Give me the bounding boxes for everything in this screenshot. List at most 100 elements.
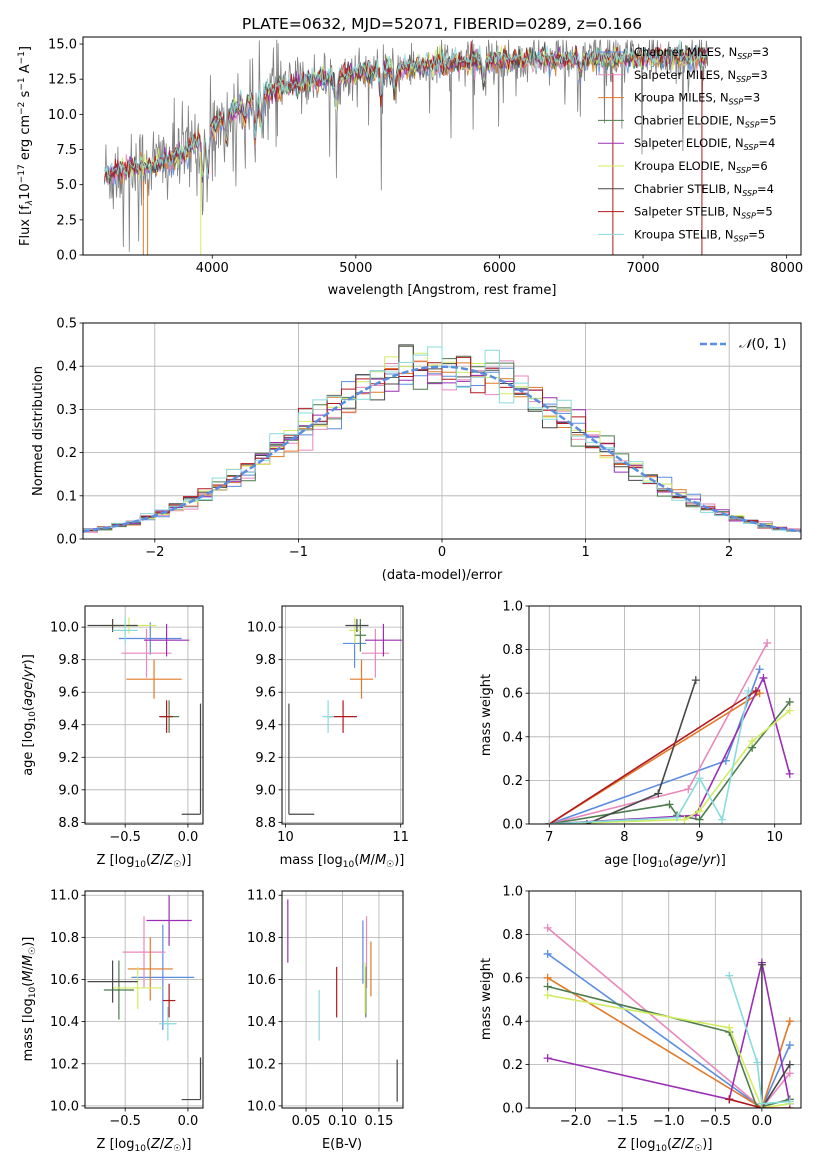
mass-weight-point-marker — [785, 1069, 794, 1078]
y-tick-label: 10.4 — [50, 1015, 79, 1030]
x-tick-label: 6000 — [483, 261, 516, 276]
y-tick-label: 0.2 — [56, 446, 77, 461]
age-vs-mass-panel: 10 11 8.8 9.0 9.2 9.4 9.6 9.8 10.0 mass [log10(M… — [247, 605, 409, 870]
mass-weight-point-marker — [785, 706, 794, 715]
mass-weight-point-marker — [725, 971, 734, 980]
mass-weight-series-line — [761, 964, 791, 1108]
mass-weight-vs-Z-axes-frame — [528, 890, 802, 1109]
residuals-panel: −2 −1 0 1 2 0.0 0.1 0.2 0.3 0.4 0.5 (data-model)/e… — [31, 317, 802, 583]
mass-weight-point-marker — [753, 1058, 762, 1067]
y-tick-label: 10.0 — [50, 1099, 79, 1114]
legend-label-end: =5 — [760, 113, 777, 127]
legend-entry-label: Salpeter STELIB, NSSP=5 — [634, 205, 773, 221]
mass-weight-point-marker — [695, 806, 704, 815]
y-tick-label: 10.0 — [50, 621, 79, 636]
mass-vs-ebv-ticks: 0.05 0.10 0.15 10.0 10.2 10.4 10.6 10.8 11.0 — [247, 889, 393, 1129]
mass-weight-point-marker — [665, 800, 674, 809]
legend-label-sub: SSP — [742, 189, 757, 198]
y-tick-label: 0.6 — [502, 971, 523, 986]
mass-weight-series-line — [549, 668, 761, 824]
y-tick-label: 1.0 — [502, 600, 523, 615]
y-tick-label: 8.8 — [58, 816, 79, 831]
mass-vs-ebv-errorbars — [287, 899, 398, 1102]
legend-entry-label: Kroupa MILES, NSSP=3 — [634, 91, 760, 107]
y-tick-label: 9.0 — [255, 783, 276, 798]
x-tick-label: −0.5 — [109, 830, 141, 845]
y-tick-label: 10.0 — [247, 1099, 276, 1114]
mass-weight-point-marker — [543, 982, 552, 991]
legend-label-end: =6 — [751, 159, 768, 173]
x-tick-label: 7000 — [626, 261, 659, 276]
x-tick-label: 0.10 — [328, 1114, 357, 1129]
mass-weight-point-marker — [654, 789, 663, 798]
spectrum-ticks: 4000 5000 6000 7000 8000 0.0 2.5 5.0 7.5 10.0 12.5… — [48, 38, 803, 276]
y-tick-label: 9.4 — [58, 718, 79, 733]
legend-entry-label: Kroupa ELODIE, NSSP=6 — [634, 159, 768, 175]
spectrum-ylabel-exp: −17 — [17, 164, 27, 183]
mass-weight-vs-Z-ticks: −2.0 −1.5 −1.0 −0.5 0.0 0.0 0.2 0.4 0.6 0.8 1.0 — [502, 885, 772, 1130]
x-tick-label: 0.15 — [364, 1114, 393, 1129]
age-vs-Z-ticks: −0.5 0.0 8.8 9.0 9.2 9.4 9.6 9.8 10.0 — [50, 621, 198, 845]
legend-label-sub: SSP — [734, 234, 749, 243]
mass-weight-point-marker — [753, 1104, 762, 1108]
mass-weight-point-marker — [543, 991, 552, 1000]
legend-label-sub: SSP — [737, 52, 752, 61]
x-tick-label: 0 — [438, 545, 446, 560]
y-tick-label: 10.6 — [50, 973, 79, 988]
age-vs-mass-axes-frame — [281, 605, 404, 825]
y-tick-label: 5.0 — [56, 178, 77, 193]
x-tick-label: 11 — [392, 830, 409, 845]
y-tick-label: 0.8 — [502, 928, 523, 943]
y-tick-label: 0.5 — [56, 317, 77, 332]
mass-weight-point-marker — [691, 676, 700, 685]
y-tick-label: 0.6 — [502, 687, 523, 702]
y-tick-label: 11.0 — [247, 889, 276, 904]
spectrum-ylabel-s-exp: −1 — [17, 77, 27, 90]
mass-weight-point-marker — [785, 697, 794, 706]
mass-weight-point-marker — [543, 949, 552, 958]
mass-weight-series-line — [586, 679, 697, 824]
x-tick-label: 5000 — [339, 261, 372, 276]
y-tick-label: 0.4 — [502, 730, 523, 745]
spectrum-ylabel-main: Flux [f — [18, 205, 33, 246]
y-tick-label: 0.0 — [502, 1102, 523, 1117]
legend-label-main: Salpeter ELODIE, N — [634, 136, 744, 150]
mass-vs-metallicity-panel: −0.5 0.0 10.0 10.2 10.4 10.6 10.8 11.0 Z [log10… — [21, 889, 204, 1154]
mass-weight-point-marker — [751, 687, 760, 696]
legend-label-main: Kroupa STELIB, N — [634, 227, 734, 241]
legend-label-sub: SSP — [744, 143, 759, 152]
x-tick-label: 4000 — [196, 261, 229, 276]
age-vs-mass-xlabel: mass [log10(M/M☉)] — [280, 853, 405, 870]
spectrum-ylabel: Flux [fλ10−17 erg cm−2 s−1 A−1] — [17, 46, 35, 246]
mass-weight-series-line — [729, 1098, 790, 1108]
y-tick-label: 0.4 — [56, 360, 77, 375]
normal-distribution-curve — [83, 365, 801, 533]
x-tick-label: 0.0 — [178, 1114, 199, 1129]
mass-weight-point-marker — [695, 815, 704, 824]
mass-weight-vs-age-lines — [545, 639, 794, 824]
mass-vs-ebv-xlabel: E(B-V) — [322, 1137, 362, 1152]
x-tick-label: −0.5 — [109, 1114, 141, 1129]
spectrum-ylabel-s: s — [18, 90, 33, 101]
age-vs-mass-ticks: 10 11 8.8 9.0 9.2 9.4 9.6 9.8 10.0 — [247, 621, 409, 845]
mass-weight-point-marker — [684, 785, 693, 794]
mass-weight-point-marker — [543, 923, 552, 932]
y-tick-label: 9.2 — [255, 751, 276, 766]
y-tick-label: 0.2 — [502, 774, 523, 789]
age-vs-Z-errorbars — [87, 617, 202, 815]
spectrum-ylabel-close: ] — [18, 46, 33, 51]
mass-weight-point-marker — [695, 774, 704, 783]
y-tick-label: 0.3 — [56, 403, 77, 418]
y-tick-label: 9.4 — [255, 718, 276, 733]
residuals-ylabel: Normed distribution — [31, 366, 46, 496]
residual-histogram-line — [83, 346, 801, 534]
mass-weight-vs-Z-ylabel: mass weight — [479, 958, 494, 1040]
mass-weight-vs-age-panel: 7 8 9 10 0.0 0.2 0.4 0.6 0.8 1.0 age [log10(age/y… — [479, 600, 802, 870]
age-vs-mass-gridlines — [282, 606, 403, 824]
y-tick-label: 9.2 — [58, 751, 79, 766]
mass-vs-ebv-gridlines — [282, 891, 403, 1108]
spectrum-title: PLATE=0632, MJD=52071, FIBERID=0289, z=0… — [242, 15, 642, 33]
y-tick-label: 10.8 — [247, 931, 276, 946]
mass-vs-Z-errorbars — [87, 895, 202, 1101]
